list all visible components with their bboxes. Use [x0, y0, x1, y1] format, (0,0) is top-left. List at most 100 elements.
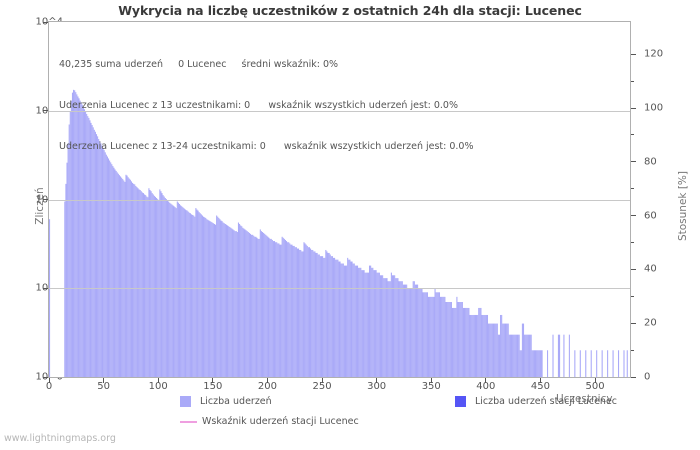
histogram-bar: [152, 194, 154, 377]
histogram-bar: [503, 323, 505, 377]
histogram-bar: [332, 257, 335, 377]
histogram-bar: [491, 323, 493, 377]
histogram-bar: [233, 230, 235, 377]
histogram-bar: [362, 270, 364, 377]
histogram-bar: [537, 350, 539, 377]
histogram-bar: [302, 251, 304, 377]
histogram-bar: [559, 334, 561, 377]
histogram-bar: [220, 220, 222, 377]
x-axis-tick-label: 150: [203, 381, 223, 392]
histogram-bar: [140, 191, 142, 377]
histogram-bar: [541, 350, 543, 377]
y-axis-label: Zliczeń: [34, 187, 46, 225]
histogram-bar: [493, 323, 495, 377]
x-axis-tick-mark: [266, 377, 268, 383]
legend-color-swatch: [180, 396, 191, 407]
histogram-bar: [434, 288, 436, 377]
histogram-bar: [195, 208, 197, 377]
y-axis-tick-mark: [43, 199, 48, 200]
histogram-bar: [413, 281, 415, 377]
histogram-bar: [168, 201, 170, 377]
histogram-bar: [363, 270, 365, 377]
histogram-bar: [93, 129, 95, 377]
histogram-bar: [115, 170, 117, 377]
legend-item[interactable]: Liczba uderzeń stacji Lucenec: [455, 396, 617, 407]
histogram-bar: [87, 116, 89, 377]
histogram-bar: [288, 242, 290, 377]
histogram-bar: [95, 134, 98, 377]
histogram-bar: [225, 224, 228, 377]
histogram-bar: [557, 334, 560, 377]
histogram-bar: [261, 232, 264, 377]
histogram-bar: [390, 272, 392, 377]
histogram-bar: [100, 143, 102, 377]
y2-axis-tick-mark: [630, 53, 636, 55]
histogram-bar: [130, 181, 132, 377]
histogram-bar: [399, 281, 401, 377]
histogram-bar: [411, 288, 413, 377]
histogram-bar: [351, 261, 353, 377]
histogram-bar: [445, 302, 447, 377]
histogram-bar: [382, 275, 384, 377]
histogram-bar: [170, 203, 172, 377]
histogram-bar: [114, 169, 116, 377]
histogram-bar: [419, 288, 421, 377]
histogram-bar: [128, 178, 130, 377]
histogram-bar: [205, 217, 207, 377]
histogram-bar: [374, 270, 376, 377]
legend-item[interactable]: Liczba uderzeń: [180, 396, 272, 407]
histogram-bar: [478, 307, 480, 377]
histogram-bar: [429, 296, 431, 377]
histogram-bar: [519, 350, 521, 377]
histogram-bar: [281, 236, 283, 377]
histogram-bar: [180, 205, 182, 377]
histogram-bar: [450, 302, 452, 377]
histogram-bar: [342, 263, 344, 377]
histogram-bar: [244, 229, 246, 377]
histogram-bar: [271, 239, 273, 377]
x-axis-tick-label: 400: [476, 381, 496, 392]
histogram-bar: [501, 314, 503, 377]
histogram-bar: [273, 241, 276, 377]
histogram-bar: [153, 195, 155, 377]
legend-item[interactable]: Wskaźnik uderzeń stacji Lucenec: [180, 416, 359, 427]
chart-annotations: 40,235 suma uderzeń 0 Lucenec średni wsk…: [59, 31, 474, 181]
y2-axis-label: Stosunek [%]: [677, 170, 689, 242]
histogram-bar: [438, 292, 440, 377]
histogram-bar: [509, 334, 511, 377]
histogram-bar: [376, 272, 378, 377]
histogram-bar: [232, 229, 234, 377]
histogram-bar: [280, 244, 282, 377]
histogram-bar: [268, 237, 270, 377]
histogram-bar: [307, 247, 309, 377]
histogram-bar: [385, 278, 387, 377]
histogram-bar: [347, 257, 349, 377]
histogram-bar: [292, 245, 294, 377]
histogram-bar: [206, 219, 208, 377]
histogram-bar: [472, 314, 474, 377]
histogram-bar: [218, 217, 220, 377]
histogram-bar: [76, 94, 78, 377]
histogram-bar: [305, 244, 307, 377]
histogram-bar: [133, 183, 135, 377]
x-axis-tick-mark: [48, 377, 50, 383]
histogram-bar: [389, 281, 391, 377]
histogram-bar: [110, 162, 112, 377]
y2-axis-tick-label: 20: [644, 317, 657, 329]
histogram-bar: [488, 323, 490, 377]
histogram-bar: [254, 236, 256, 377]
histogram-bar: [162, 195, 164, 377]
histogram-bar: [90, 122, 92, 377]
histogram-bar: [468, 307, 470, 377]
histogram-bar: [607, 350, 609, 377]
histogram-bar: [282, 237, 284, 377]
histogram-bar: [331, 256, 333, 377]
histogram-bar: [435, 292, 437, 377]
histogram-bar: [494, 323, 496, 377]
histogram-bar: [361, 270, 363, 377]
gridline: [49, 200, 630, 201]
histogram-bar: [530, 334, 532, 377]
histogram-bar: [508, 334, 510, 377]
histogram-bar: [456, 296, 458, 377]
histogram-bar: [217, 216, 219, 377]
